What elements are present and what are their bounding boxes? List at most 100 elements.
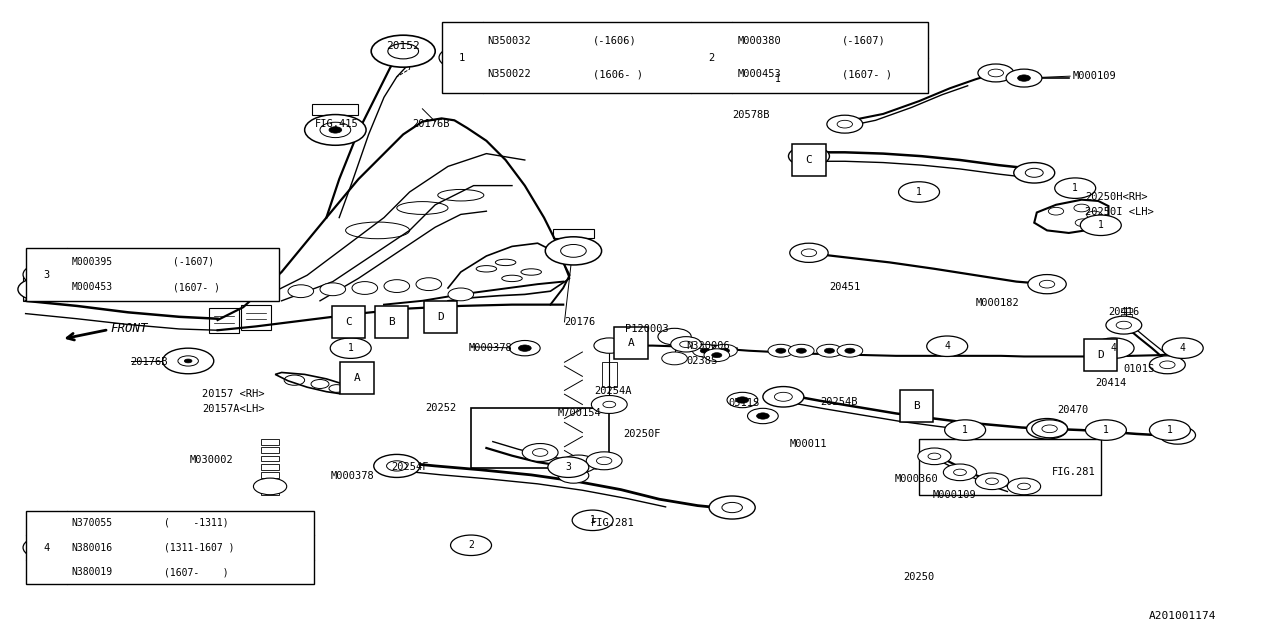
Bar bbox=[1084, 339, 1117, 371]
Text: M000453: M000453 bbox=[72, 282, 113, 292]
Bar bbox=[471, 408, 609, 468]
Circle shape bbox=[978, 64, 1014, 82]
Text: N380016: N380016 bbox=[72, 543, 113, 552]
Text: FIG.415: FIG.415 bbox=[315, 119, 358, 129]
Circle shape bbox=[1149, 356, 1185, 374]
Circle shape bbox=[692, 344, 718, 357]
Circle shape bbox=[748, 408, 778, 424]
Circle shape bbox=[416, 278, 442, 291]
Circle shape bbox=[374, 454, 420, 477]
Text: 20176B: 20176B bbox=[412, 119, 449, 129]
Text: M000378: M000378 bbox=[330, 470, 374, 481]
Text: 4: 4 bbox=[945, 341, 950, 351]
Text: N350032: N350032 bbox=[488, 36, 531, 45]
Circle shape bbox=[712, 344, 737, 357]
Circle shape bbox=[768, 344, 794, 357]
Circle shape bbox=[548, 457, 589, 477]
Circle shape bbox=[320, 283, 346, 296]
Circle shape bbox=[1085, 420, 1126, 440]
Text: (-1607): (-1607) bbox=[173, 257, 214, 267]
Text: B: B bbox=[388, 317, 396, 327]
Bar bbox=[23, 275, 49, 301]
Text: 1: 1 bbox=[590, 515, 595, 525]
Text: N380019: N380019 bbox=[72, 567, 113, 577]
Text: 1: 1 bbox=[1098, 220, 1103, 230]
Text: 20157 <RH>: 20157 <RH> bbox=[202, 388, 265, 399]
Circle shape bbox=[756, 413, 769, 419]
Circle shape bbox=[719, 348, 730, 353]
Circle shape bbox=[712, 353, 722, 358]
Text: 20254A: 20254A bbox=[594, 386, 631, 396]
Circle shape bbox=[18, 278, 64, 301]
Circle shape bbox=[1055, 178, 1096, 198]
Text: B: B bbox=[913, 401, 920, 412]
Text: A: A bbox=[353, 372, 361, 383]
Text: D: D bbox=[436, 312, 444, 322]
Circle shape bbox=[305, 115, 366, 145]
Text: 1: 1 bbox=[460, 52, 465, 63]
Text: 20176B: 20176B bbox=[131, 356, 168, 367]
Circle shape bbox=[288, 285, 314, 298]
Text: N370055: N370055 bbox=[72, 518, 113, 528]
Circle shape bbox=[163, 348, 214, 374]
Text: (1607- ): (1607- ) bbox=[842, 70, 892, 79]
Text: 1: 1 bbox=[348, 343, 353, 353]
Bar bbox=[375, 306, 408, 338]
Text: M700154: M700154 bbox=[558, 408, 602, 418]
Text: 4: 4 bbox=[44, 543, 49, 552]
Text: 20254B: 20254B bbox=[820, 397, 858, 407]
Text: (-1607): (-1607) bbox=[842, 36, 886, 45]
Circle shape bbox=[1160, 426, 1196, 444]
Circle shape bbox=[561, 455, 596, 473]
Bar bbox=[553, 229, 594, 238]
Text: (1607-    ): (1607- ) bbox=[164, 567, 228, 577]
Circle shape bbox=[352, 282, 378, 294]
Polygon shape bbox=[1034, 200, 1108, 233]
Circle shape bbox=[700, 348, 710, 353]
Circle shape bbox=[1032, 420, 1068, 438]
Text: 3: 3 bbox=[566, 462, 571, 472]
Text: 2: 2 bbox=[709, 52, 714, 63]
Text: 1: 1 bbox=[916, 187, 922, 197]
Circle shape bbox=[824, 348, 835, 353]
Circle shape bbox=[371, 35, 435, 67]
Circle shape bbox=[439, 46, 485, 69]
Circle shape bbox=[1106, 316, 1142, 334]
Bar bbox=[1121, 324, 1132, 328]
Bar bbox=[261, 472, 279, 478]
Text: FIG.281: FIG.281 bbox=[591, 518, 635, 528]
Bar bbox=[26, 248, 279, 301]
Text: 20152: 20152 bbox=[387, 41, 420, 51]
Text: 20414: 20414 bbox=[1096, 378, 1126, 388]
Circle shape bbox=[1006, 69, 1042, 87]
Text: M000109: M000109 bbox=[1073, 71, 1116, 81]
Text: 20416: 20416 bbox=[1108, 307, 1139, 317]
Text: M000360: M000360 bbox=[895, 474, 938, 484]
Circle shape bbox=[658, 328, 691, 345]
Bar bbox=[332, 306, 365, 338]
Bar bbox=[340, 362, 374, 394]
Circle shape bbox=[448, 288, 474, 301]
Text: (-1606): (-1606) bbox=[593, 36, 636, 45]
Text: M000182: M000182 bbox=[975, 298, 1019, 308]
Text: P120003: P120003 bbox=[625, 324, 668, 334]
Circle shape bbox=[1149, 420, 1190, 440]
Circle shape bbox=[790, 243, 828, 262]
Bar bbox=[209, 308, 239, 333]
Circle shape bbox=[329, 127, 342, 133]
Circle shape bbox=[451, 535, 492, 556]
Circle shape bbox=[518, 345, 531, 351]
Text: 1: 1 bbox=[776, 74, 781, 84]
Bar bbox=[900, 390, 933, 422]
Circle shape bbox=[927, 336, 968, 356]
Text: M00011: M00011 bbox=[790, 438, 827, 449]
Circle shape bbox=[1014, 163, 1055, 183]
Text: D: D bbox=[1097, 350, 1105, 360]
Bar bbox=[261, 464, 279, 470]
Text: A: A bbox=[627, 338, 635, 348]
Circle shape bbox=[330, 338, 371, 358]
Circle shape bbox=[918, 448, 951, 465]
Text: A201001174: A201001174 bbox=[1148, 611, 1216, 621]
Text: (1606- ): (1606- ) bbox=[593, 70, 643, 79]
Text: 20470: 20470 bbox=[1057, 404, 1088, 415]
